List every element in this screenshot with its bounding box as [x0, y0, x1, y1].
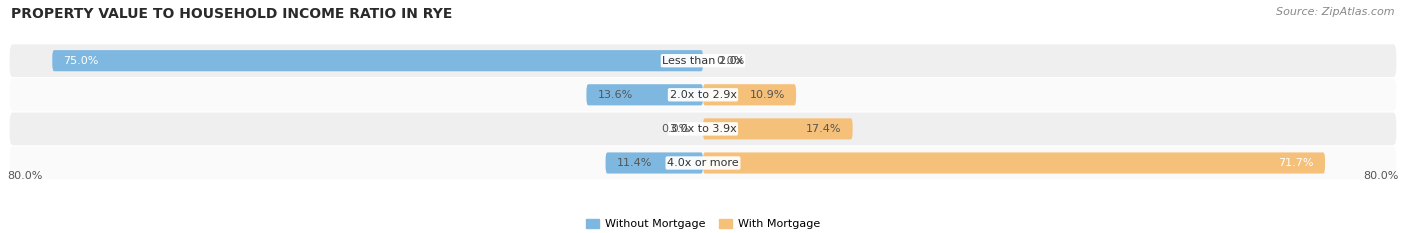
FancyBboxPatch shape	[10, 44, 1396, 77]
Text: 71.7%: 71.7%	[1278, 158, 1313, 168]
Text: Source: ZipAtlas.com: Source: ZipAtlas.com	[1277, 7, 1395, 17]
FancyBboxPatch shape	[52, 50, 703, 71]
Text: PROPERTY VALUE TO HOUSEHOLD INCOME RATIO IN RYE: PROPERTY VALUE TO HOUSEHOLD INCOME RATIO…	[11, 7, 453, 21]
Text: Less than 2.0x: Less than 2.0x	[662, 56, 744, 66]
Text: 11.4%: 11.4%	[617, 158, 652, 168]
Text: 10.9%: 10.9%	[749, 90, 785, 100]
FancyBboxPatch shape	[10, 79, 1396, 111]
Text: 3.0x to 3.9x: 3.0x to 3.9x	[669, 124, 737, 134]
FancyBboxPatch shape	[586, 84, 703, 105]
Text: 17.4%: 17.4%	[806, 124, 841, 134]
FancyBboxPatch shape	[10, 147, 1396, 179]
Text: 13.6%: 13.6%	[598, 90, 633, 100]
Text: 4.0x or more: 4.0x or more	[668, 158, 738, 168]
FancyBboxPatch shape	[703, 84, 796, 105]
Text: 80.0%: 80.0%	[1364, 171, 1399, 182]
Legend: Without Mortgage, With Mortgage: Without Mortgage, With Mortgage	[586, 219, 820, 229]
Text: 0.0%: 0.0%	[716, 56, 744, 66]
Text: 75.0%: 75.0%	[63, 56, 98, 66]
Text: 80.0%: 80.0%	[7, 171, 42, 182]
FancyBboxPatch shape	[606, 152, 703, 174]
FancyBboxPatch shape	[703, 152, 1324, 174]
Text: 2.0x to 2.9x: 2.0x to 2.9x	[669, 90, 737, 100]
FancyBboxPatch shape	[10, 113, 1396, 145]
Text: 0.0%: 0.0%	[662, 124, 690, 134]
FancyBboxPatch shape	[703, 118, 852, 140]
